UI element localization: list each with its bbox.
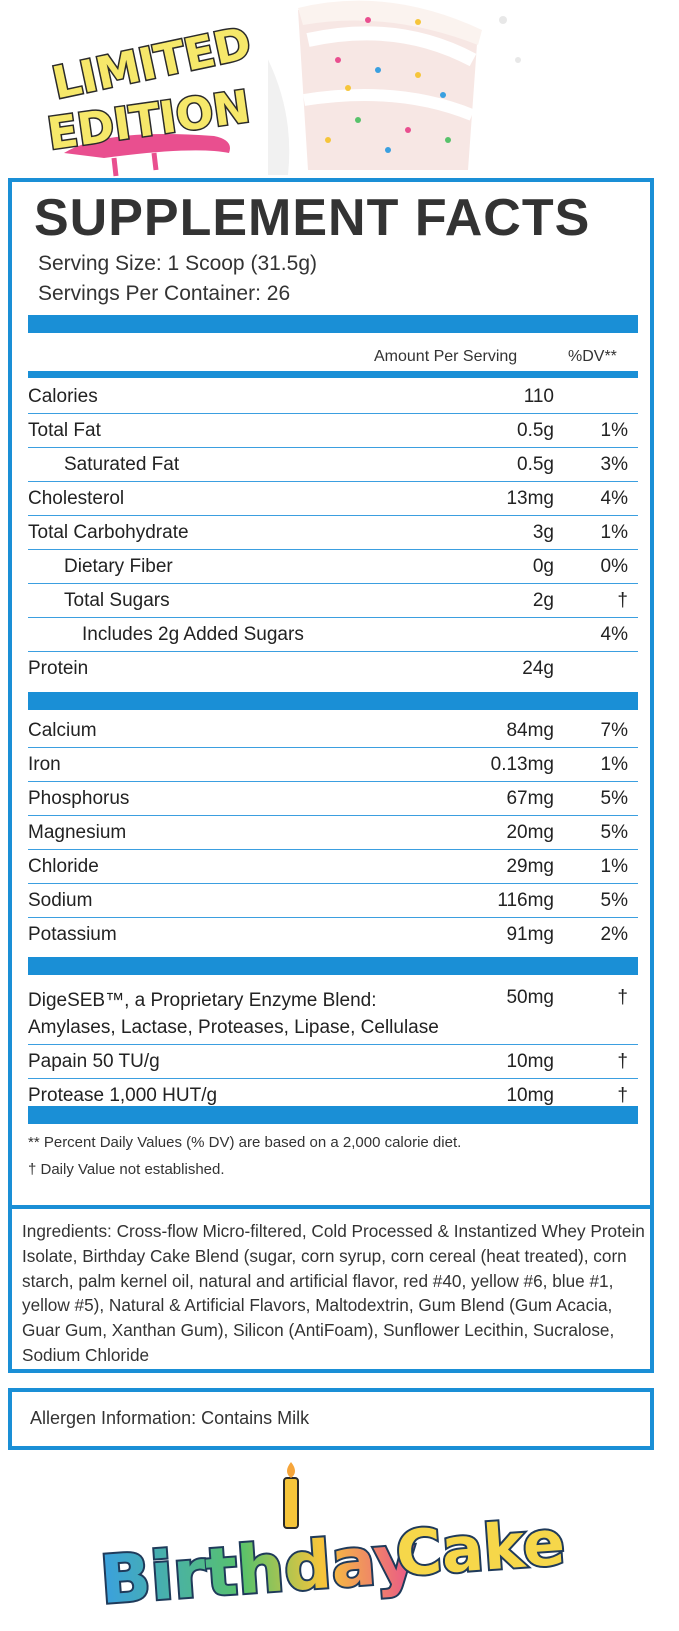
nutrient-dv: 4% bbox=[600, 623, 628, 645]
enzyme-amount: 10mg bbox=[506, 1085, 554, 1106]
mineral-dv: 5% bbox=[600, 787, 628, 809]
nutrient-row: Dietary Fiber 0g 0% bbox=[28, 550, 638, 584]
mineral-name: Magnesium bbox=[28, 821, 127, 843]
nutrient-amount: 2g bbox=[532, 589, 554, 611]
mineral-row: Iron 0.13mg 1% bbox=[28, 748, 638, 782]
serving-size: Serving Size: 1 Scoop (31.5g) bbox=[38, 252, 317, 275]
nutrient-dv: † bbox=[617, 589, 628, 611]
mineral-dv: 7% bbox=[600, 719, 628, 741]
nutrient-row: Protein 24g bbox=[28, 652, 638, 686]
mineral-name: Chloride bbox=[28, 855, 99, 877]
nutrient-dv: 4% bbox=[600, 487, 628, 509]
nutrient-dv: 1% bbox=[600, 419, 628, 441]
enzyme-name: Protease 1,000 HUT/g bbox=[28, 1085, 218, 1106]
footnote-dagger: † Daily Value not established. bbox=[28, 1161, 225, 1178]
mineral-row: Sodium 116mg 5% bbox=[28, 884, 638, 918]
mineral-amount: 116mg bbox=[497, 889, 554, 911]
divider-bar bbox=[28, 315, 638, 333]
nutrient-row: Total Sugars 2g † bbox=[28, 584, 638, 618]
enzyme-row: Papain 50 TU/g 10mg † bbox=[28, 1045, 638, 1079]
dv-header: %DV** bbox=[568, 348, 617, 365]
mineral-name: Iron bbox=[28, 753, 61, 775]
nutrient-row: Calories 110 bbox=[28, 380, 638, 414]
nutrient-amount: 13mg bbox=[506, 487, 554, 509]
enzyme-name: Papain 50 TU/g bbox=[28, 1050, 160, 1072]
servings-per-container: Servings Per Container: 26 bbox=[38, 282, 291, 305]
mineral-row: Magnesium 20mg 5% bbox=[28, 816, 638, 850]
nutrient-name: Includes 2g Added Sugars bbox=[82, 623, 304, 645]
nutrient-dv: 1% bbox=[600, 521, 628, 543]
enzyme-amount: 10mg bbox=[506, 1050, 554, 1072]
mineral-dv: 5% bbox=[600, 889, 628, 911]
divider-bar bbox=[28, 692, 638, 710]
panel-title: SUPPLEMENT FACTS bbox=[34, 189, 591, 247]
nutrient-name: Calories bbox=[28, 385, 98, 407]
nutrient-row: Includes 2g Added Sugars 4% bbox=[28, 618, 638, 652]
mineral-name: Phosphorus bbox=[28, 787, 130, 809]
nutrient-amount: 3g bbox=[532, 521, 554, 543]
cake-slice-illustration bbox=[268, 0, 521, 175]
enzyme-dv: † bbox=[617, 1050, 628, 1072]
mineral-amount: 20mg bbox=[506, 821, 554, 843]
mineral-amount: 84mg bbox=[506, 719, 554, 741]
nutrient-amount: 0.5g bbox=[517, 453, 554, 475]
enzyme-amount: 50mg bbox=[506, 987, 554, 1008]
enzyme-dv: † bbox=[617, 1085, 628, 1106]
nutrient-name: Total Carbohydrate bbox=[28, 521, 189, 543]
mineral-dv: 2% bbox=[600, 924, 628, 945]
nutrient-name: Dietary Fiber bbox=[64, 555, 173, 577]
mineral-name: Calcium bbox=[28, 719, 97, 741]
mineral-dv: 1% bbox=[600, 753, 628, 775]
enzyme-name: DigeSEB™, a Proprietary Enzyme Blend: Am… bbox=[28, 987, 439, 1041]
enzyme-name-line2: Amylases, Lactase, Proteases, Lipase, Ce… bbox=[28, 1017, 439, 1038]
nutrient-dv: 0% bbox=[600, 555, 628, 577]
footnote-dv: ** Percent Daily Values (% DV) are based… bbox=[28, 1134, 462, 1151]
divider-bar bbox=[28, 1106, 638, 1124]
mineral-row: Potassium 91mg 2% bbox=[28, 918, 638, 952]
mineral-amount: 67mg bbox=[506, 787, 554, 809]
mineral-amount: 91mg bbox=[506, 924, 554, 945]
nutrient-amount: 24g bbox=[522, 658, 554, 679]
nutrient-name: Total Sugars bbox=[64, 589, 170, 611]
nutrient-amount: 0g bbox=[532, 555, 554, 577]
mineral-row: Calcium 84mg 7% bbox=[28, 714, 638, 748]
enzyme-row: Protease 1,000 HUT/g 10mg † bbox=[28, 1079, 638, 1113]
ingredients-text: Ingredients: Cross-flow Micro-filtered, … bbox=[22, 1221, 645, 1365]
mineral-row: Phosphorus 67mg 5% bbox=[28, 782, 638, 816]
enzyme-row: DigeSEB™, a Proprietary Enzyme Blend: Am… bbox=[28, 975, 638, 1045]
mineral-name: Potassium bbox=[28, 924, 117, 945]
supplement-facts-panel: SUPPLEMENT FACTS Serving Size: 1 Scoop (… bbox=[8, 178, 654, 1242]
mineral-amount: 29mg bbox=[506, 855, 554, 877]
nutrient-row: Total Carbohydrate 3g 1% bbox=[28, 516, 638, 550]
nutrient-row: Cholesterol 13mg 4% bbox=[28, 482, 638, 516]
header-artwork: LIMITED EDITION bbox=[0, 0, 679, 178]
nutrient-row: Saturated Fat 0.5g 3% bbox=[28, 448, 638, 482]
enzyme-dv: † bbox=[617, 987, 628, 1008]
mineral-amount: 0.13mg bbox=[490, 753, 554, 775]
nutrient-row: Total Fat 0.5g 1% bbox=[28, 414, 638, 448]
nutrient-amount: 110 bbox=[523, 385, 554, 407]
amount-per-serving-header: Amount Per Serving bbox=[374, 348, 518, 365]
nutrient-name: Protein bbox=[28, 658, 89, 679]
mineral-name: Sodium bbox=[28, 889, 93, 911]
enzyme-name-line1: DigeSEB™, a Proprietary Enzyme Blend: bbox=[28, 990, 377, 1011]
ingredients-panel: Ingredients: Cross-flow Micro-filtered, … bbox=[8, 1205, 654, 1373]
nutrient-amount: 0.5g bbox=[517, 419, 554, 441]
mineral-dv: 5% bbox=[600, 821, 628, 843]
nutrient-dv: 3% bbox=[600, 453, 628, 475]
mineral-dv: 1% bbox=[600, 855, 628, 877]
nutrient-name: Total Fat bbox=[28, 419, 101, 441]
limited-edition-logo: LIMITED EDITION bbox=[44, 18, 254, 177]
divider-bar bbox=[28, 371, 638, 378]
nutrient-name: Cholesterol bbox=[28, 487, 125, 509]
allergen-panel: Allergen Information: Contains Milk bbox=[8, 1388, 654, 1450]
flavor-word2: Cake bbox=[394, 1506, 568, 1591]
nutrient-name: Saturated Fat bbox=[64, 453, 180, 475]
flavor-word1: Birthday bbox=[98, 1520, 419, 1619]
mineral-row: Chloride 29mg 1% bbox=[28, 850, 638, 884]
birthday-cake-flavor-logo: Birthday Cake bbox=[96, 1462, 569, 1621]
allergen-text: Allergen Information: Contains Milk bbox=[30, 1408, 310, 1428]
divider-bar bbox=[28, 957, 638, 975]
